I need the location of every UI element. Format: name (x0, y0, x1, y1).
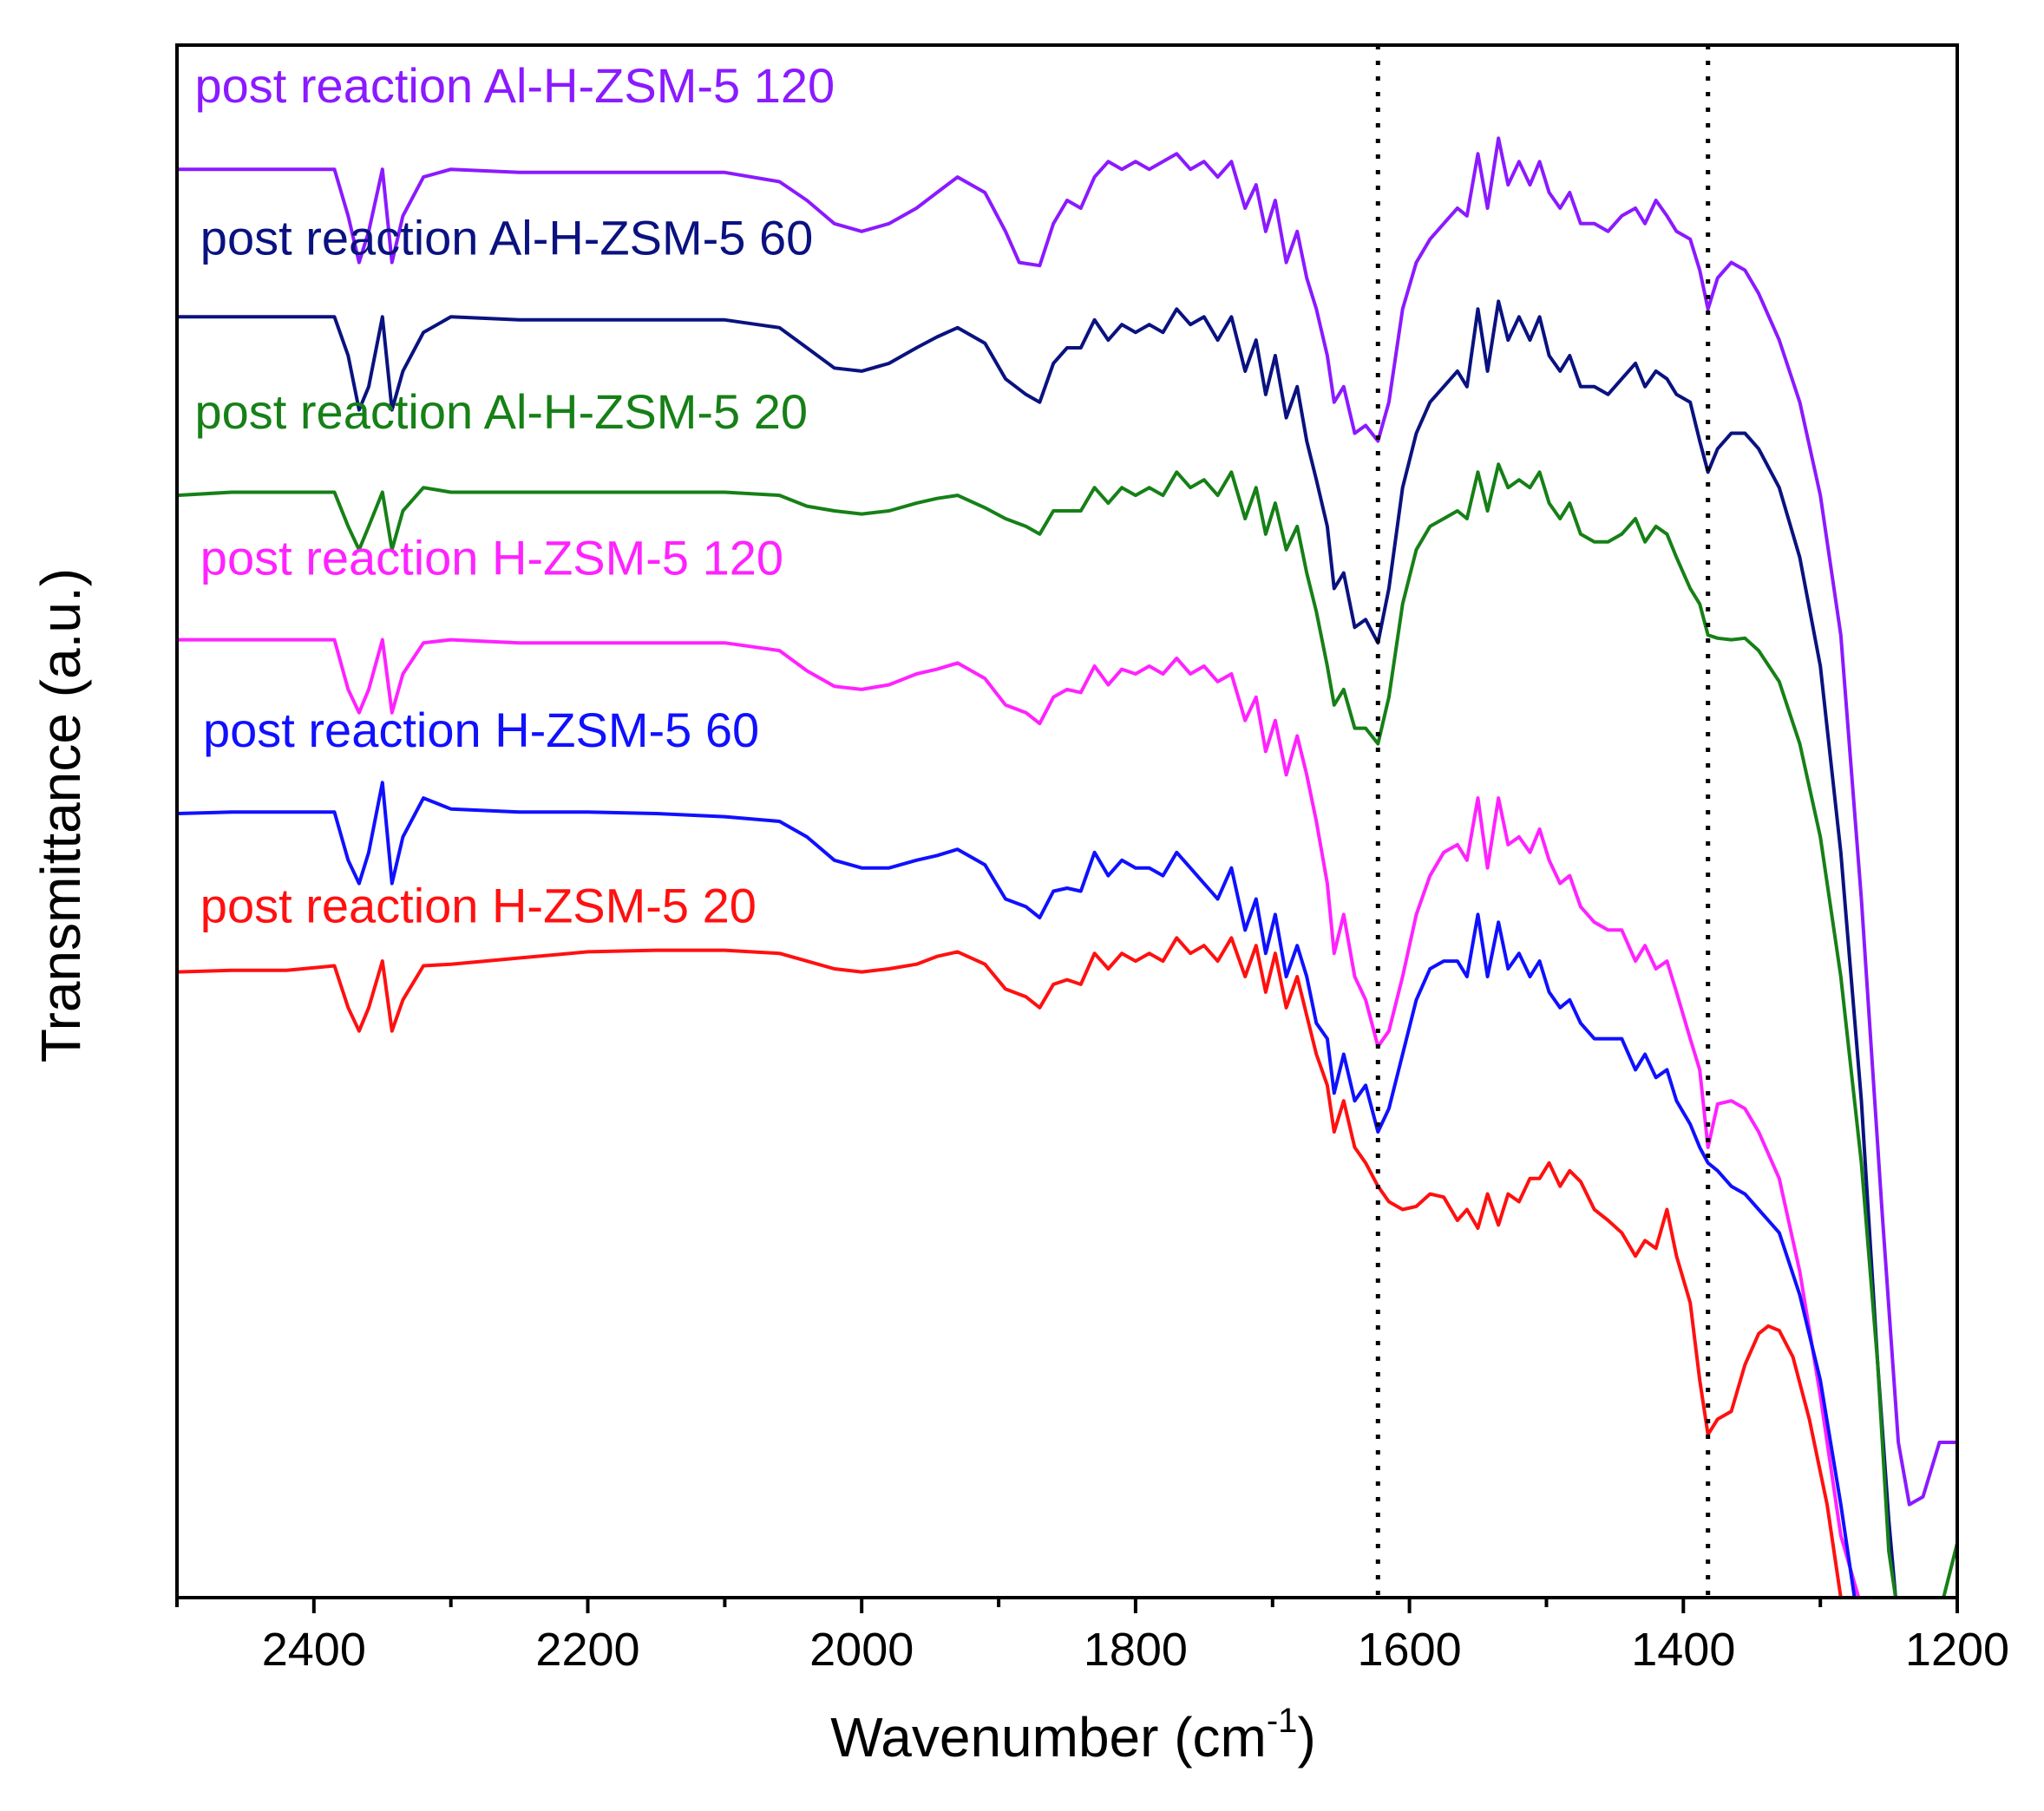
x-tick-label: 2200 (535, 1624, 639, 1676)
x-axis-title-main: Wavenumber (cm (830, 1706, 1267, 1769)
plot-frame (175, 43, 1959, 1599)
x-axis-title: Wavenumber (cm-1) (830, 1702, 1316, 1769)
x-tick-label: 2000 (809, 1624, 914, 1676)
reference-lines (1375, 45, 1711, 1598)
series-line-3 (177, 462, 1957, 1598)
series-line-6 (177, 936, 1843, 1598)
x-tick-label: 2400 (262, 1624, 366, 1676)
series-line-5 (177, 781, 1857, 1598)
series-label-1: post reaction Al-H-ZSM-5 120 (195, 58, 835, 113)
series-labels: post reaction Al-H-ZSM-5 120 post reactio… (195, 58, 835, 932)
series-label-3: post reaction Al-H-ZSM-5 20 (195, 384, 808, 439)
y-axis-title: Transmittance (a.u.) (29, 568, 92, 1062)
x-axis-title-superscript: -1 (1267, 1702, 1298, 1740)
x-tick-label: 1800 (1084, 1624, 1188, 1676)
x-tick-label: 1600 (1358, 1624, 1462, 1676)
series-label-2: post reaction Al-H-ZSM-5 60 (200, 211, 813, 265)
x-tick-label: 1200 (1905, 1624, 2009, 1676)
series-line-2 (177, 299, 1897, 1598)
x-axis-ticks: 2400 2200 2000 1800 1600 1400 1200 (175, 1598, 2009, 1676)
series-label-5: post reaction H-ZSM-5 60 (203, 703, 759, 757)
series-label-4: post reaction H-ZSM-5 120 (200, 530, 783, 585)
series-line-1 (177, 136, 1957, 1507)
x-tick-label: 1400 (1631, 1624, 1735, 1676)
series-layer (177, 136, 1957, 1598)
x-axis-title-close: ) (1297, 1706, 1315, 1769)
series-label-6: post reaction H-ZSM-5 20 (200, 878, 757, 932)
series-line-4 (177, 637, 1861, 1598)
